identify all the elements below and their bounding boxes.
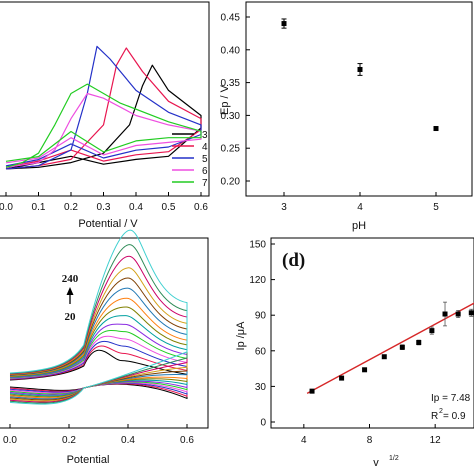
cv-ph-curve-6	[5, 92, 202, 168]
ip-v-point	[468, 310, 474, 316]
ip-v-x-label: v	[373, 457, 379, 469]
ep-ph-x-label: pH	[352, 220, 366, 232]
cv-ph-x-tick-label: 0.3	[97, 202, 111, 213]
ip-v-point	[339, 375, 345, 381]
ep-ph-y-tick-label: 0.20	[221, 177, 241, 188]
ip-v-x-tick-label: 4	[301, 435, 307, 446]
ep-ph-points	[281, 18, 439, 132]
ip-v-y-tick-label: 90	[255, 311, 267, 322]
scan-rate-bottom-label: 20	[65, 311, 77, 323]
ep-ph-y-tick-label: 0.45	[221, 13, 241, 24]
cv-ph-x-tick-label: 0.2	[64, 202, 78, 213]
ep-ph-y-ticks: 0.45 0.40 0.35 0.30 0.25 0.20	[221, 13, 250, 188]
panel-ip-v: (d) 150 120 90 60 30 0 4 8 12 Ip /μA v 1/2 Ip =…	[235, 237, 474, 469]
cv-scan-x-tick-label: 0.6	[180, 435, 194, 446]
ep-ph-y-label: Ep / V	[219, 84, 231, 115]
cv-scan-frame	[0, 237, 209, 429]
ip-v-y-tick-label: 0	[260, 418, 266, 429]
ip-v-y-ticks: 150 120 90 60 30 0	[249, 240, 275, 429]
ip-v-point	[362, 367, 368, 373]
ip-v-point	[442, 311, 448, 317]
ep-ph-x-ticks: 3 4 5	[281, 192, 439, 213]
legend-label-6: 6	[202, 166, 208, 177]
panel-cv-scan: 0.0 0.2 0.4 0.6 Potential 240 20	[0, 229, 209, 466]
ip-v-point	[309, 388, 315, 394]
ip-v-points	[309, 301, 474, 394]
cv-ph-x-ticks: 0.0 0.1 0.2 0.3 0.4 0.5 0.6	[0, 192, 208, 213]
ep-ph-x-tick-label: 5	[433, 202, 439, 213]
cv-scan-x-tick-label: 0.2	[62, 435, 76, 446]
fit-r-squared-value: = 0.9	[443, 411, 466, 422]
ip-v-y-tick-label: 60	[255, 346, 267, 357]
cv-ph-curve-7	[5, 83, 202, 168]
ip-v-x-tick-label: 12	[430, 435, 442, 446]
ep-ph-x-tick-label: 3	[281, 202, 287, 213]
ip-v-y-tick-label: 30	[255, 382, 267, 393]
cv-scan-x-label: Potential	[67, 454, 110, 466]
ip-v-y-label: Ip /μA	[235, 321, 247, 351]
cv-ph-curve-5	[5, 45, 202, 170]
cv-ph-x-tick-label: 0.5	[162, 202, 176, 213]
legend-label-4: 4	[202, 142, 208, 153]
cv-ph-x-tick-label: 0.1	[32, 202, 46, 213]
ip-v-x-label-superscript: 1/2	[389, 455, 399, 462]
cv-scan-x-ticks: 0.0 0.2 0.4 0.6	[3, 424, 194, 446]
cv-ph-curve-3	[5, 64, 202, 170]
ep-ph-y-tick-label: 0.25	[221, 144, 241, 155]
ip-v-frame	[270, 237, 474, 429]
cv-scan-curve-15	[9, 229, 188, 405]
scan-rate-arrow-head	[66, 287, 74, 295]
legend-label-5: 5	[202, 154, 208, 165]
ip-v-point	[381, 354, 387, 360]
ep-ph-y-tick-label: 0.30	[221, 111, 241, 122]
legend-label-7: 7	[202, 178, 208, 189]
ip-v-x-tick-label: 8	[367, 435, 373, 446]
cv-scan-curves	[9, 229, 188, 405]
ip-v-x-ticks: 4 8 12	[301, 424, 441, 446]
cv-ph-x-label: Potential / V	[78, 218, 138, 230]
cv-ph-curves	[5, 45, 202, 170]
ep-ph-y-tick-label: 0.40	[221, 45, 241, 56]
cv-scan-x-tick-label: 0.0	[3, 435, 17, 446]
fit-equation: Ip = 7.48	[431, 393, 471, 404]
cv-scan-x-tick-label: 0.4	[121, 435, 135, 446]
ip-v-point	[455, 311, 461, 317]
ip-v-point	[416, 339, 422, 345]
legend-label-3: 3	[202, 130, 208, 141]
cv-ph-x-tick-label: 0.0	[0, 202, 13, 213]
cv-ph-x-tick-label: 0.4	[129, 202, 143, 213]
ip-v-point	[429, 328, 435, 334]
fit-r-squared-superscript: 2	[439, 408, 443, 415]
panel-d-label: (d)	[282, 250, 305, 271]
cv-ph-x-tick-label: 0.6	[194, 202, 208, 213]
ep-ph-frame	[245, 1, 473, 197]
scan-rate-top-label: 240	[62, 273, 79, 285]
ep-ph-x-tick-label: 4	[357, 202, 363, 213]
ep-ph-point	[357, 66, 363, 72]
fit-r-squared-label: R	[431, 411, 438, 422]
ip-v-point	[399, 344, 405, 350]
ep-ph-point	[433, 126, 439, 132]
ip-v-y-tick-label: 150	[249, 240, 266, 251]
panel-ep-ph: 0.45 0.40 0.35 0.30 0.25 0.20 3 4 5 Ep / V pH	[219, 1, 473, 232]
ep-ph-y-tick-label: 0.35	[221, 78, 241, 89]
ep-ph-point	[281, 21, 287, 27]
ip-v-y-tick-label: 120	[249, 275, 266, 286]
panel-cv-ph: 0.0 0.1 0.2 0.3 0.4 0.5 0.6 Potential / V 3456…	[0, 1, 210, 230]
